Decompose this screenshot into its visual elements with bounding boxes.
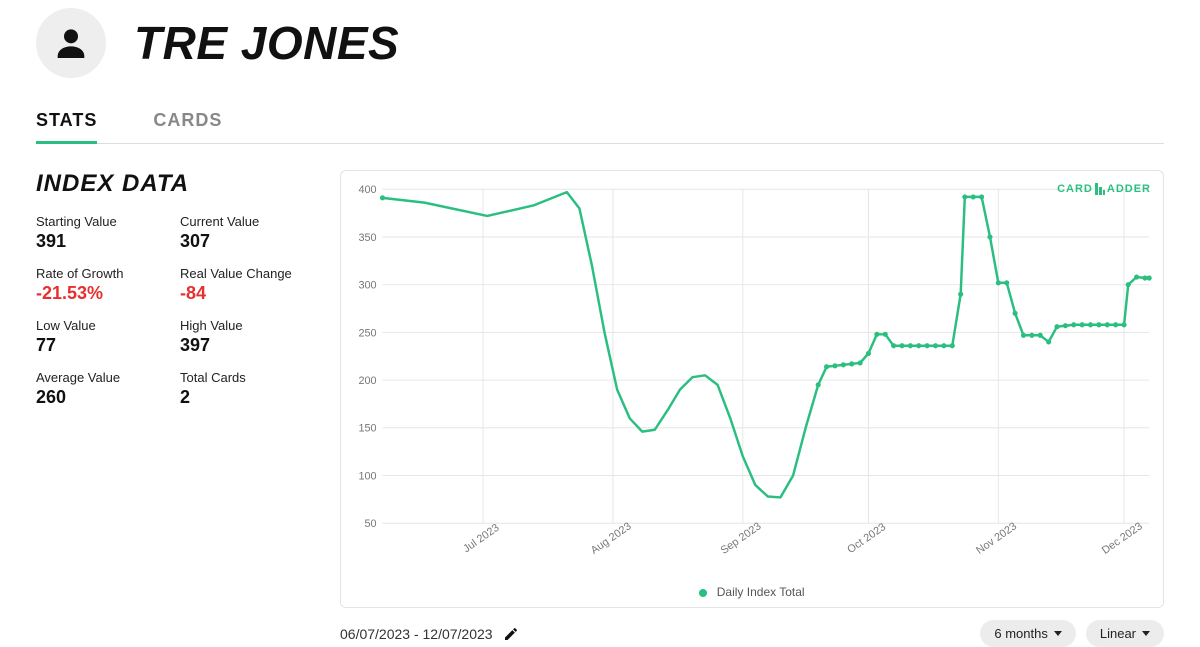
stat-value: 397 xyxy=(180,335,316,356)
stat-cell: Real Value Change -84 xyxy=(180,266,316,304)
stat-label: Starting Value xyxy=(36,214,172,229)
svg-text:50: 50 xyxy=(364,518,376,530)
tabs: STATS CARDS xyxy=(36,100,1164,144)
stat-label: Rate of Growth xyxy=(36,266,172,281)
index-chart-card: CARD ADDER 50 100 150 200 250 300 350 400 Jul 20… xyxy=(340,170,1164,608)
caret-down-icon xyxy=(1054,631,1062,636)
stat-value: 77 xyxy=(36,335,172,356)
index-data-title: INDEX DATA xyxy=(36,170,316,198)
scale-select-label: Linear xyxy=(1100,626,1136,641)
tab-cards[interactable]: CARDS xyxy=(153,100,222,143)
stat-grid: Starting Value 391 Current Value 307 Rate of… xyxy=(36,214,316,408)
player-avatar xyxy=(36,8,106,78)
svg-text:100: 100 xyxy=(358,470,376,482)
stat-value: 2 xyxy=(180,387,316,408)
svg-text:Aug 2023: Aug 2023 xyxy=(589,520,634,557)
legend-label: Daily Index Total xyxy=(717,585,805,599)
stat-value: -21.53% xyxy=(36,283,172,304)
stat-value: 260 xyxy=(36,387,172,408)
stat-label: High Value xyxy=(180,318,316,333)
index-line-chart[interactable]: 50 100 150 200 250 300 350 400 Jul 2023 Aug 2023 S… xyxy=(341,171,1163,581)
stat-cell: High Value 397 xyxy=(180,318,316,356)
stat-label: Low Value xyxy=(36,318,172,333)
scale-select[interactable]: Linear xyxy=(1086,620,1164,647)
date-range-text: 06/07/2023 - 12/07/2023 xyxy=(340,626,493,642)
stat-cell: Starting Value 391 xyxy=(36,214,172,252)
player-name: TRE JONES xyxy=(134,16,399,70)
pencil-icon xyxy=(503,626,519,642)
svg-text:300: 300 xyxy=(358,280,376,292)
chart-legend: Daily Index Total xyxy=(341,581,1163,607)
svg-text:Sep 2023: Sep 2023 xyxy=(719,520,764,557)
svg-text:250: 250 xyxy=(358,327,376,339)
stat-cell: Current Value 307 xyxy=(180,214,316,252)
stat-value: -84 xyxy=(180,283,316,304)
svg-text:Jul 2023: Jul 2023 xyxy=(461,522,502,555)
stat-cell: Low Value 77 xyxy=(36,318,172,356)
stat-cell: Average Value 260 xyxy=(36,370,172,408)
svg-text:400: 400 xyxy=(358,184,376,196)
stat-label: Total Cards xyxy=(180,370,316,385)
edit-date-range-button[interactable] xyxy=(503,626,519,642)
period-select[interactable]: 6 months xyxy=(980,620,1075,647)
svg-text:350: 350 xyxy=(358,232,376,244)
caret-down-icon xyxy=(1142,631,1150,636)
legend-marker-icon xyxy=(699,589,707,597)
stat-label: Current Value xyxy=(180,214,316,229)
svg-text:Nov 2023: Nov 2023 xyxy=(974,520,1019,557)
stat-value: 307 xyxy=(180,231,316,252)
svg-text:150: 150 xyxy=(358,423,376,435)
stat-label: Real Value Change xyxy=(180,266,316,281)
watermark-logo: CARD ADDER xyxy=(1057,183,1151,195)
stat-value: 391 xyxy=(36,231,172,252)
stat-cell: Rate of Growth -21.53% xyxy=(36,266,172,304)
stat-cell: Total Cards 2 xyxy=(180,370,316,408)
stat-label: Average Value xyxy=(36,370,172,385)
person-icon xyxy=(51,23,91,63)
svg-text:Dec 2023: Dec 2023 xyxy=(1100,520,1145,557)
svg-text:200: 200 xyxy=(358,375,376,387)
svg-text:Oct 2023: Oct 2023 xyxy=(845,521,888,556)
tab-stats[interactable]: STATS xyxy=(36,100,97,144)
period-select-label: 6 months xyxy=(994,626,1047,641)
